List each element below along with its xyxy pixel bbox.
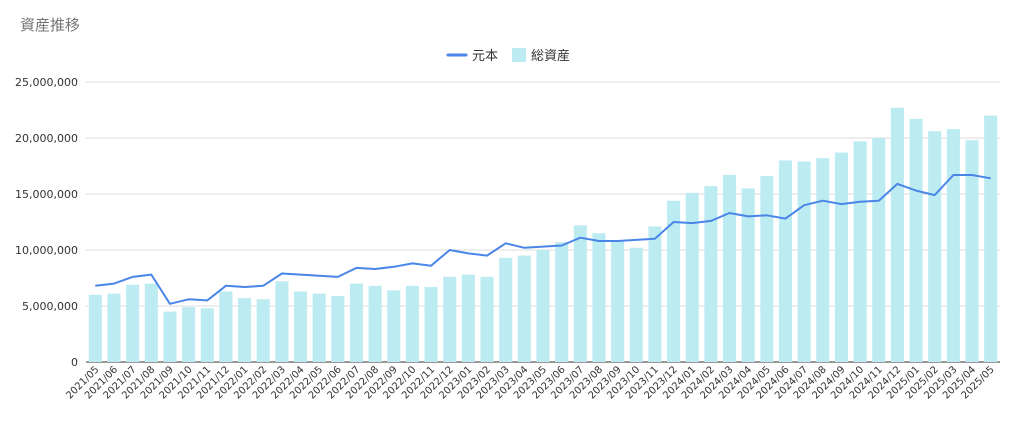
legend: 元本 総資産	[446, 48, 570, 64]
bar-total-assets	[965, 140, 979, 362]
y-tick-label: 5,000,000	[22, 300, 78, 313]
bar-total-assets	[163, 311, 177, 362]
bar-total-assets	[536, 250, 550, 362]
bar-total-assets	[760, 176, 774, 362]
bar-total-assets	[667, 200, 681, 362]
bar-total-assets	[368, 285, 382, 362]
bar-total-assets	[331, 295, 345, 362]
legend-total-swatch	[512, 48, 526, 62]
bar-total-assets	[312, 293, 326, 362]
bar-total-assets	[405, 285, 419, 362]
bar-total-assets	[928, 131, 942, 362]
bar-total-assets	[480, 276, 494, 362]
bar-total-assets	[238, 298, 252, 362]
bar-layer	[88, 107, 998, 363]
bar-total-assets	[443, 276, 457, 362]
bar-total-assets	[909, 118, 923, 363]
bar-total-assets	[872, 138, 886, 362]
bar-total-assets	[946, 129, 960, 362]
bar-total-assets	[648, 226, 662, 362]
bar-total-assets	[834, 152, 848, 362]
legend-principal-label: 元本	[472, 49, 498, 64]
bar-total-assets	[387, 290, 401, 362]
bar-total-assets	[555, 242, 569, 362]
bar-total-assets	[275, 281, 289, 362]
bar-total-assets	[741, 188, 755, 362]
bar-total-assets	[88, 294, 102, 362]
line-principal	[95, 174, 991, 305]
bar-total-assets	[629, 247, 643, 362]
bar-total-assets	[797, 161, 811, 362]
bar-total-assets	[592, 233, 606, 362]
bar-total-assets	[424, 286, 438, 362]
bar-total-assets	[144, 283, 158, 362]
bar-total-assets	[349, 283, 363, 362]
bar-total-assets	[890, 107, 904, 362]
legend-total-label: 総資産	[531, 48, 570, 64]
bar-total-assets	[219, 291, 233, 362]
line-layer	[95, 174, 991, 305]
bar-total-assets	[256, 299, 270, 362]
bar-total-assets	[461, 274, 475, 362]
bar-total-assets	[984, 115, 998, 362]
y-tick-label: 10,000,000	[15, 244, 78, 257]
bar-total-assets	[293, 291, 308, 362]
bar-total-assets	[200, 308, 214, 362]
bar-total-assets	[611, 241, 625, 362]
bar-total-assets	[685, 192, 699, 362]
bar-total-assets	[126, 284, 140, 362]
y-tick-label: 0	[71, 356, 78, 369]
bar-total-assets	[778, 160, 793, 362]
bar-total-assets	[816, 158, 830, 362]
bar-total-assets	[723, 174, 737, 362]
y-tick-label: 15,000,000	[15, 188, 78, 201]
bar-total-assets	[182, 307, 196, 362]
bar-total-assets	[499, 257, 513, 362]
y-tick-label: 25,000,000	[15, 76, 78, 89]
bar-total-assets	[107, 293, 121, 362]
bar-total-assets	[517, 255, 531, 362]
chart-title: 資産推移	[20, 16, 81, 34]
bar-total-assets	[704, 186, 718, 362]
bar-total-assets	[573, 225, 587, 362]
y-tick-label: 20,000,000	[15, 132, 78, 145]
bar-total-assets	[853, 141, 867, 362]
